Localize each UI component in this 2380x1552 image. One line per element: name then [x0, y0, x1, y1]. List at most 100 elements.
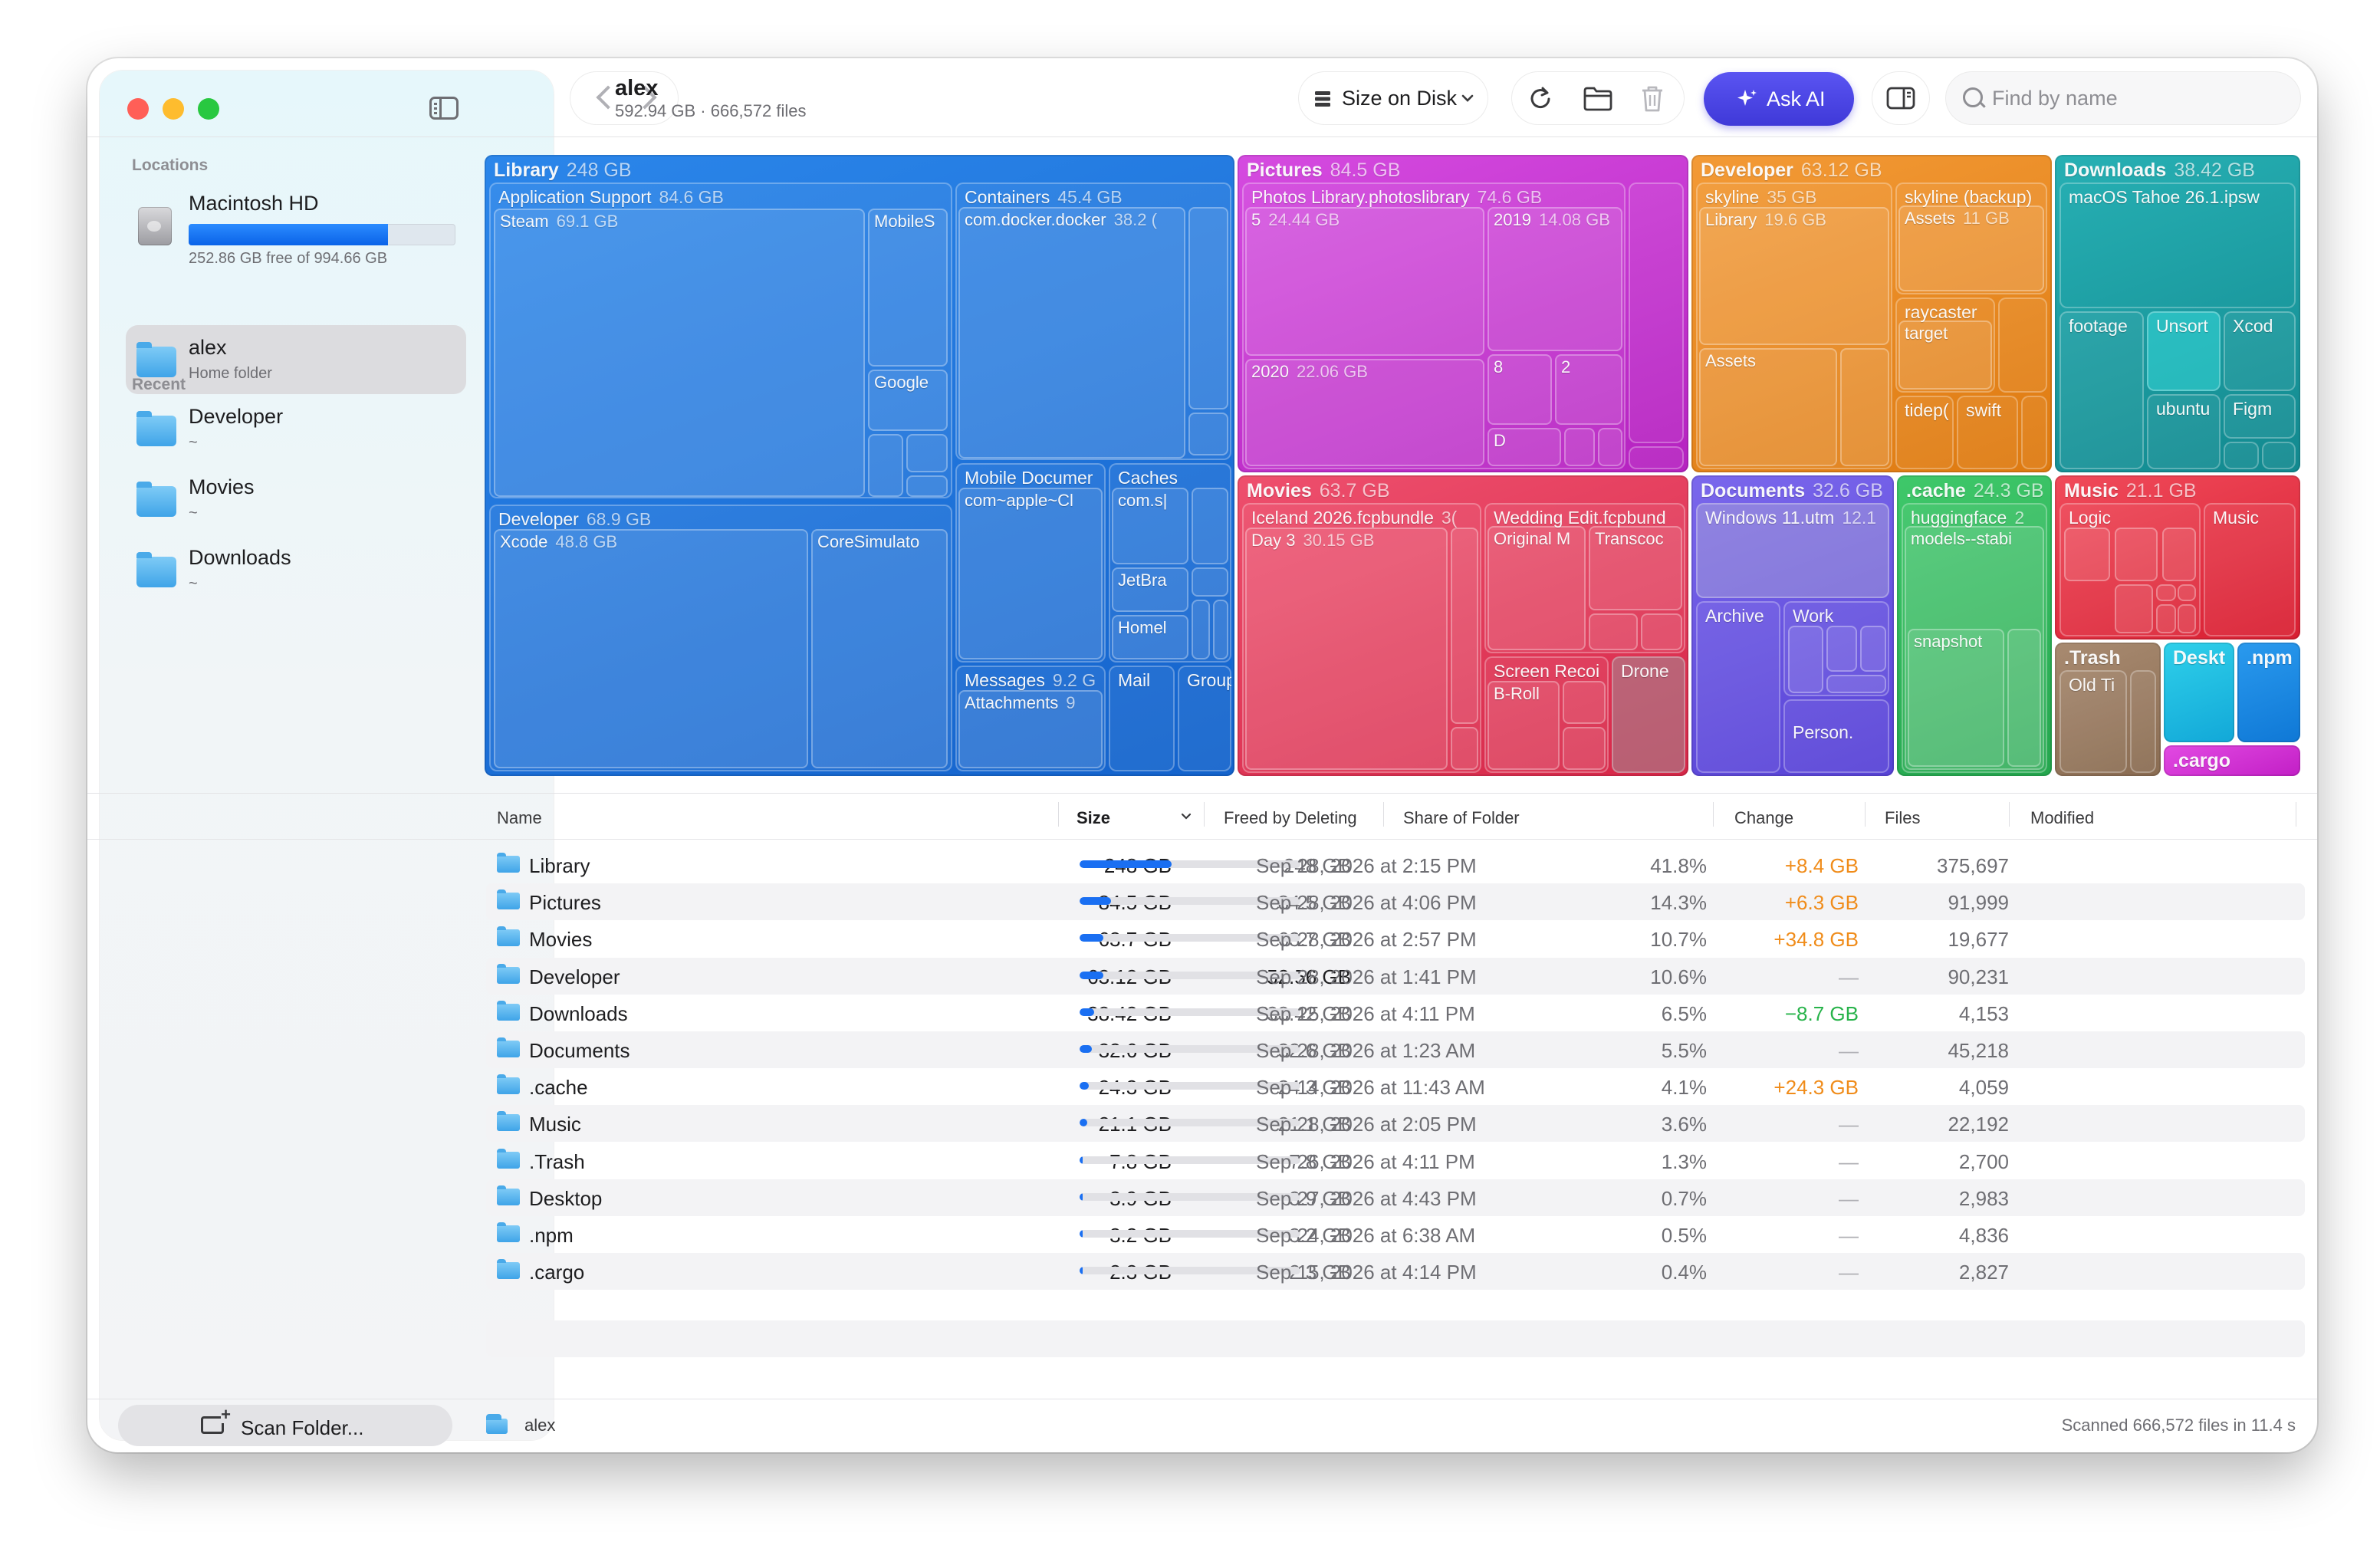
treemap-npm[interactable]: .npm: [2237, 643, 2300, 742]
treemap-block[interactable]: [1629, 446, 1684, 469]
column-header-change[interactable]: Change: [1734, 808, 1794, 827]
table-row[interactable]: Pictures 84.5 GB 84.5 GB 14.3% +6.3 GB 9…: [486, 883, 2305, 921]
size-mode-dropdown[interactable]: Size on Disk: [1299, 72, 1488, 124]
column-header-name[interactable]: Name: [497, 808, 542, 827]
treemap-block[interactable]: [1188, 413, 1228, 455]
treemap-cache[interactable]: .cache 24.3 GB huggingface 2 models--stabi…: [1897, 475, 2052, 776]
treemap-skyline-library[interactable]: Library 19.6 GB: [1699, 207, 1889, 345]
treemap-drone[interactable]: Drone: [1612, 656, 1685, 773]
treemap-xcode[interactable]: Xcode 48.8 GB: [494, 529, 808, 768]
treemap-application-support[interactable]: Application Support 84.6 GB Steam 69.1 GB …: [489, 182, 952, 498]
treemap-block[interactable]: [1826, 626, 1857, 672]
table-row[interactable]: .Trash 7.8 GB 7.8 GB 1.3% — 2,700 Sep 26…: [486, 1143, 2305, 1179]
treemap-block[interactable]: [1998, 298, 2047, 393]
table-row[interactable]: Desktop 3.9 GB 3.9 GB 0.7% — 2,983 Sep 2…: [486, 1179, 2305, 1216]
table-row[interactable]: Movies 63.7 GB 63.7 GB 10.7% +34.8 GB 19…: [486, 920, 2305, 957]
trash-icon[interactable]: [1639, 84, 1665, 113]
location-macintosh-hd[interactable]: Macintosh HD 252.86 GB free of 994.66 GB: [126, 184, 466, 267]
treemap-block[interactable]: [2115, 528, 2158, 581]
search-field[interactable]: Find by name: [1946, 72, 2300, 124]
table-row[interactable]: Library 248 GB 248 GB 41.8% +8.4 GB 375,…: [486, 847, 2305, 883]
column-header-freed[interactable]: Freed by Deleting: [1224, 808, 1357, 827]
recent-item-developer[interactable]: Developer ~: [126, 399, 466, 460]
treemap-block[interactable]: [1788, 626, 1823, 693]
treemap-original-media[interactable]: Original M: [1488, 526, 1586, 650]
treemap-attachments[interactable]: Attachments 9: [958, 690, 1103, 768]
status-path[interactable]: alex: [524, 1416, 556, 1435]
treemap-transcoded[interactable]: Transcoc: [1589, 526, 1682, 610]
treemap-logic[interactable]: Logic: [2059, 503, 2201, 636]
treemap-containers[interactable]: Containers 45.4 GB com.docker.docker 38.2 …: [955, 182, 1231, 460]
sort-descending-icon[interactable]: [1181, 813, 1192, 820]
treemap-b-roll[interactable]: B-Roll: [1488, 681, 1560, 770]
treemap-work[interactable]: Work: [1783, 601, 1889, 696]
treemap-photos-d[interactable]: D: [1488, 428, 1561, 466]
treemap-coresimulator[interactable]: CoreSimulato: [811, 529, 948, 768]
treemap-music-library[interactable]: Music: [2204, 503, 2296, 636]
treemap-docker[interactable]: com.docker.docker 38.2 (: [958, 207, 1185, 459]
treemap-jetbrains[interactable]: JetBra: [1112, 567, 1188, 612]
treemap-block[interactable]: [1563, 681, 1606, 724]
column-header-modified[interactable]: Modified: [2030, 808, 2095, 827]
treemap-caches[interactable]: Caches com.s| JetBra Homel: [1109, 463, 1231, 663]
treemap-block[interactable]: [1213, 600, 1228, 659]
treemap-wedding-edit[interactable]: Wedding Edit.fcpbund Original M Transcoc: [1484, 503, 1685, 653]
treemap-downloads[interactable]: Downloads 38.42 GB macOS Tahoe 26.1.ipsw …: [2055, 155, 2300, 472]
table-row[interactable]: .npm 3.2 GB 3.2 GB 0.5% — 4,836 Sep 24, …: [486, 1216, 2305, 1253]
treemap-block[interactable]: [2064, 528, 2110, 581]
treemap-photos-2019[interactable]: 2019 14.08 GB: [1488, 207, 1622, 351]
treemap-photos-2[interactable]: 2: [1555, 354, 1622, 425]
treemap-skyline-backup[interactable]: skyline (backup) Assets 11 GB: [1895, 182, 2047, 294]
treemap-skyline[interactable]: skyline 35 GB Library 19.6 GB Assets: [1696, 182, 1892, 469]
treemap-figma[interactable]: Figm: [2224, 394, 2296, 439]
treemap-block[interactable]: [1629, 182, 1684, 443]
table-row[interactable]: .cargo 2.3 GB 2.3 GB 0.4% — 2,827 Sep 15…: [486, 1253, 2305, 1291]
treemap-backup-assets[interactable]: Assets 11 GB: [1898, 206, 2044, 291]
treemap-raycaster-target[interactable]: target: [1898, 321, 1992, 390]
treemap-photos-8[interactable]: 8: [1488, 354, 1552, 425]
treemap-raycaster[interactable]: raycaster target: [1895, 298, 1995, 393]
treemap-macos-ipsw[interactable]: macOS Tahoe 26.1.ipsw: [2059, 182, 2296, 308]
treemap-personal[interactable]: Person.: [1783, 699, 1889, 773]
treemap-block[interactable]: [1860, 626, 1886, 672]
treemap-day3[interactable]: Day 3 30.15 GB: [1245, 528, 1448, 770]
treemap-block[interactable]: [2262, 442, 2296, 469]
treemap-block[interactable]: [1589, 613, 1638, 650]
treemap-footage[interactable]: footage: [2059, 311, 2144, 469]
treemap-block[interactable]: [2156, 604, 2176, 633]
treemap-block[interactable]: [2130, 670, 2156, 773]
treemap-developer[interactable]: Developer 63.12 GB skyline 35 GB Library 19…: [1691, 155, 2052, 472]
treemap-mobiles[interactable]: MobileS: [868, 209, 948, 367]
refresh-icon[interactable]: [1526, 84, 1555, 113]
column-header-files[interactable]: Files: [1885, 808, 1921, 827]
treemap-block[interactable]: [1826, 675, 1886, 693]
zoom-window-button[interactable]: [198, 98, 219, 120]
minimize-window-button[interactable]: [163, 98, 184, 120]
treemap-tidepool[interactable]: tidep(: [1895, 396, 1954, 469]
treemap-messages[interactable]: Messages 9.2 G Attachments 9: [955, 666, 1106, 771]
treemap-photos-library[interactable]: Photos Library.photoslibrary 74.6 GB 5 24.…: [1242, 182, 1626, 469]
treemap-archive[interactable]: Archive: [1696, 601, 1780, 773]
table-row[interactable]: Developer 63.12 GB 52.56 GB 10.6% — 90,2…: [486, 957, 2305, 995]
sidebar-toggle-icon[interactable]: [429, 97, 459, 120]
treemap-block[interactable]: [2007, 629, 2041, 767]
treemap-photos-2020[interactable]: 2020 22.06 GB: [1245, 359, 1484, 466]
treemap-block[interactable]: [868, 434, 903, 497]
treemap-block[interactable]: [1641, 613, 1682, 650]
close-window-button[interactable]: [127, 98, 149, 120]
treemap-windows-utm[interactable]: Windows 11.utm 12.1: [1696, 503, 1889, 598]
treemap-screen-recordings[interactable]: Screen Recoi B-Roll: [1484, 656, 1609, 773]
column-header-size[interactable]: Size: [1077, 808, 1111, 827]
treemap-library-developer[interactable]: Developer 68.9 GB Xcode 48.8 GB CoreSimula…: [489, 505, 952, 771]
treemap-block[interactable]: [1563, 727, 1606, 770]
inspector-toggle-button[interactable]: [1872, 72, 1929, 124]
treemap-unsorted[interactable]: Unsort: [2147, 311, 2221, 391]
folder-open-icon[interactable]: [1583, 86, 1613, 112]
treemap-block[interactable]: [2178, 584, 2196, 601]
treemap-mail[interactable]: Mail: [1109, 666, 1175, 771]
treemap-cache-item[interactable]: com.s|: [1112, 488, 1188, 564]
table-row[interactable]: .cache 24.3 GB 24.3 GB 4.1% +24.3 GB 4,0…: [486, 1068, 2305, 1105]
treemap-steam[interactable]: Steam 69.1 GB: [494, 209, 865, 497]
table-row[interactable]: Downloads 38.42 GB 38.42 GB 6.5% −8.7 GB…: [486, 995, 2305, 1031]
treemap-ubuntu[interactable]: ubuntu: [2147, 394, 2221, 469]
